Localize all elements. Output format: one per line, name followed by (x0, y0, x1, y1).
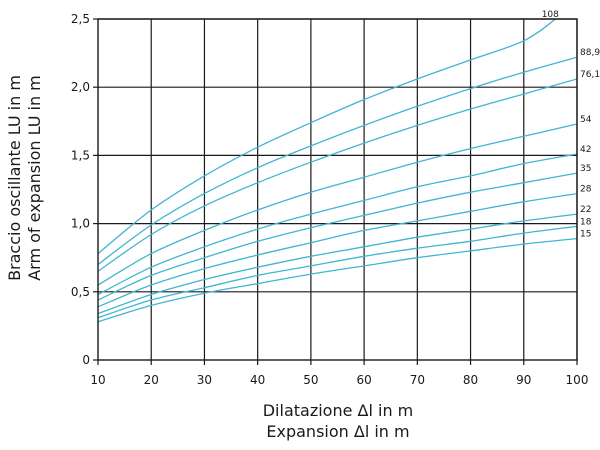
y-tick-label: 0 (82, 353, 90, 367)
x-tick-label: 90 (516, 373, 531, 387)
x-tick-label: 40 (250, 373, 265, 387)
series-labels: 15 18 22 28 35 42 54 76,1 88,9 108 (542, 10, 600, 240)
series-line-18 (98, 225, 577, 319)
series-line-54 (98, 123, 577, 286)
series-label: 42 (580, 145, 591, 155)
y-tick-label: 1,5 (71, 148, 90, 162)
series-line-108 (98, 19, 557, 255)
y-axis-title-en: Arm of expansion LU in m (25, 75, 44, 281)
series-label: 18 (580, 217, 592, 227)
y-tick-label: 2,0 (71, 80, 90, 94)
series-label: 35 (580, 164, 591, 174)
x-axis-title-it: Dilatazione Δl in m (263, 401, 414, 420)
series-label: 54 (580, 115, 592, 125)
series-line-15 (98, 237, 577, 323)
series-line-88-9 (98, 56, 577, 266)
x-tick-label: 50 (303, 373, 318, 387)
y-tick-labels: 0 0,5 1,0 1,5 2,0 2,5 (71, 12, 90, 367)
series-lines (98, 19, 577, 323)
x-tick-label: 10 (90, 373, 105, 387)
x-tick-label: 30 (197, 373, 212, 387)
x-axis-title-en: Expansion Δl in m (266, 422, 409, 441)
y-tick-label: 2,5 (71, 12, 90, 26)
series-label: 15 (580, 230, 591, 240)
series-line-22 (98, 213, 577, 315)
series-label: 76,1 (580, 70, 600, 80)
grid (98, 18, 578, 360)
series-line-42 (98, 153, 577, 296)
x-tick-label: 100 (566, 373, 589, 387)
plot-border (97, 18, 578, 361)
y-tick-label: 0,5 (71, 285, 90, 299)
x-tick-labels: 10 20 30 40 50 60 70 80 90 100 (90, 373, 588, 387)
series-label: 108 (542, 10, 559, 20)
y-axis-title-it: Braccio oscillante LU in m (5, 75, 24, 281)
series-label: 88,9 (580, 48, 600, 58)
x-tick-label: 70 (410, 373, 425, 387)
series-line-35 (98, 172, 577, 301)
series-line-76-1 (98, 78, 577, 272)
x-tick-label: 60 (356, 373, 371, 387)
plot-frame (93, 18, 578, 365)
x-tick-label: 80 (463, 373, 478, 387)
series-line-28 (98, 192, 577, 308)
series-label: 22 (580, 205, 591, 215)
x-tick-label: 20 (144, 373, 159, 387)
y-tick-label: 1,0 (71, 217, 90, 231)
series-label: 28 (580, 185, 592, 195)
